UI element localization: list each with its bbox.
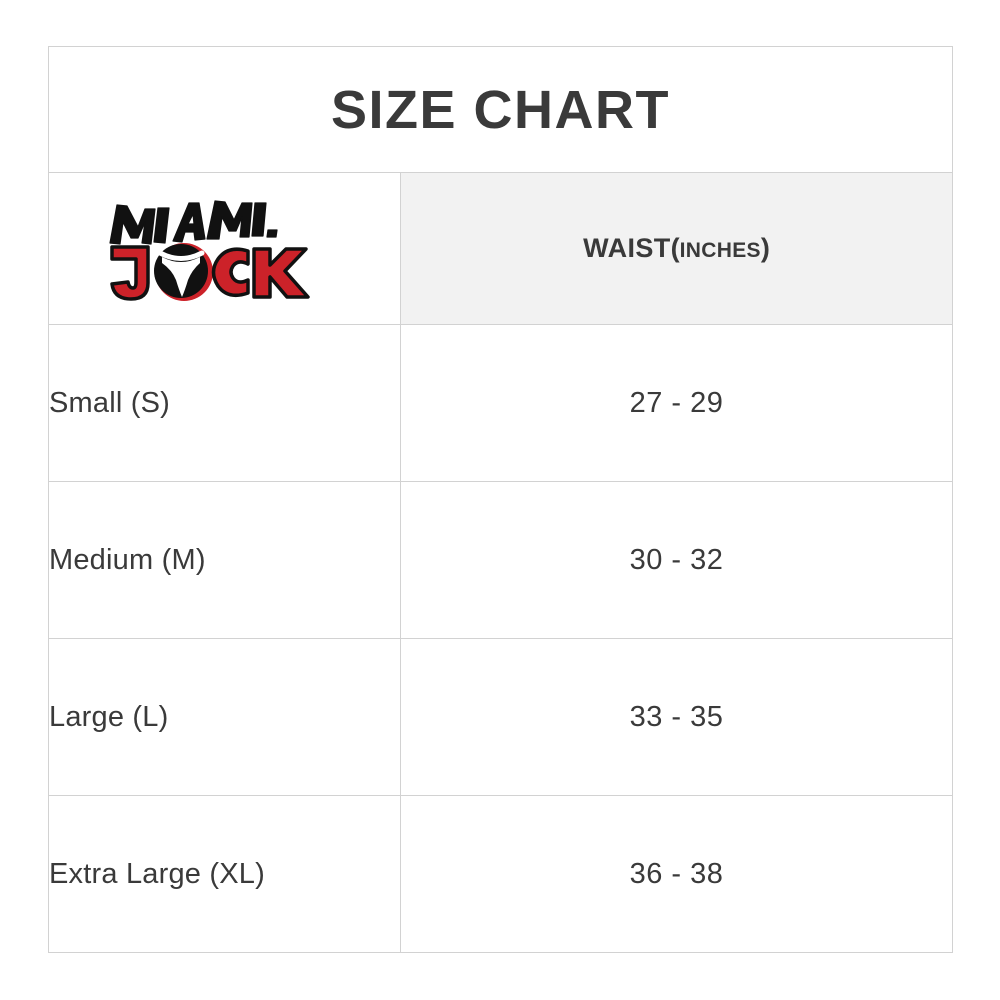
- table-row: Extra Large (XL) 36 - 38: [48, 795, 953, 953]
- waist-value-cell: 33 - 35: [400, 638, 953, 796]
- table-row: Medium (M) 30 - 32: [48, 481, 953, 639]
- column-header-waist-label: WAIST: [583, 233, 671, 263]
- table-row: Large (L) 33 - 35: [48, 638, 953, 796]
- waist-value-cell: 27 - 29: [400, 324, 953, 482]
- size-name-cell: Small (S): [48, 324, 401, 482]
- page-title: SIZE CHART: [331, 79, 670, 140]
- table-row-title: SIZE CHART: [48, 46, 953, 173]
- size-name-label: Large (L): [49, 700, 169, 733]
- waist-value-label: 27 - 29: [629, 386, 724, 419]
- column-header-paren-open: (: [670, 233, 680, 263]
- logo-letter-o-pouch-icon: [153, 243, 213, 301]
- waist-value-label: 30 - 32: [629, 543, 724, 576]
- size-chart-table: SIZE CHART: [48, 46, 953, 953]
- column-header-waist-unit: INCHES: [679, 239, 761, 262]
- waist-value-cell: 30 - 32: [400, 481, 953, 639]
- size-name-label: Medium (M): [49, 543, 206, 576]
- size-name-cell: Medium (M): [48, 481, 401, 639]
- miami-jock-logo-icon: [108, 200, 310, 301]
- waist-value-label: 36 - 38: [629, 857, 724, 890]
- size-name-cell: Extra Large (XL): [48, 795, 401, 953]
- brand-logo-cell: [48, 172, 401, 325]
- logo-letter-j: [109, 245, 150, 301]
- waist-value-label: 33 - 35: [629, 700, 724, 733]
- column-header-waist-cell: WAIST(INCHES): [400, 172, 953, 325]
- waist-value-cell: 36 - 38: [400, 795, 953, 953]
- logo-letter-k: [251, 247, 310, 299]
- column-header-paren-close: ): [760, 233, 770, 263]
- logo-letter-c: [211, 247, 250, 298]
- page-title-cell: SIZE CHART: [48, 46, 953, 173]
- logo-jock-wordmark: [109, 243, 310, 301]
- miami-jock-logo: [100, 187, 350, 305]
- logo-miami-wordmark: [108, 200, 278, 245]
- table-row: Small (S) 27 - 29: [48, 324, 953, 482]
- size-name-label: Extra Large (XL): [49, 857, 265, 890]
- size-chart-container: SIZE CHART: [48, 46, 953, 953]
- size-name-cell: Large (L): [48, 638, 401, 796]
- size-name-label: Small (S): [49, 386, 171, 419]
- table-row-header: WAIST(INCHES): [48, 172, 953, 325]
